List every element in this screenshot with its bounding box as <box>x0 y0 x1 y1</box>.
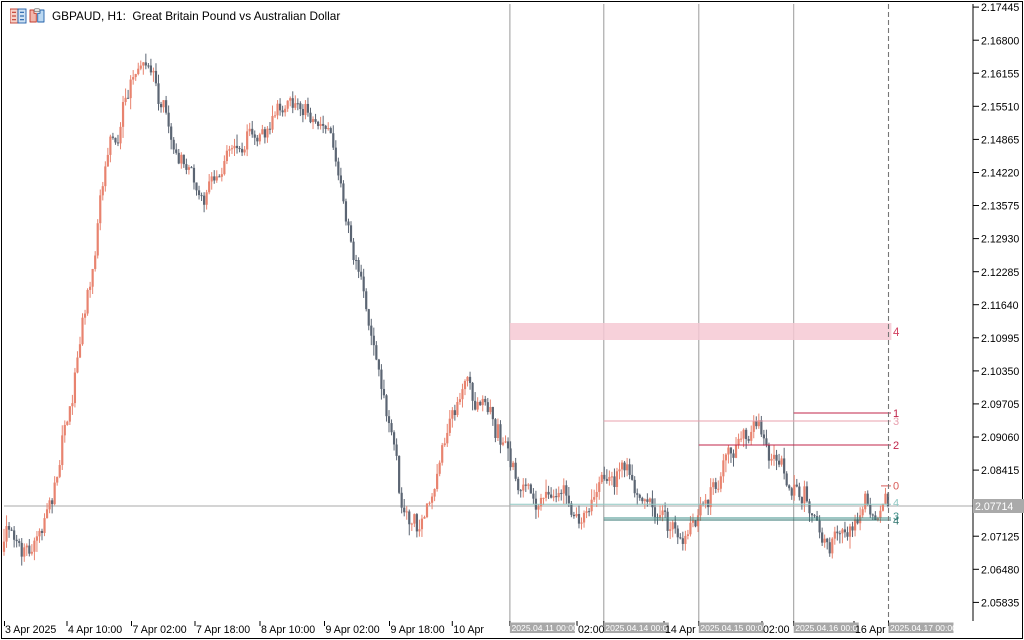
svg-text:2.17445: 2.17445 <box>981 2 1019 14</box>
svg-text:2.07714: 2.07714 <box>975 501 1013 513</box>
svg-text:0: 0 <box>893 481 899 493</box>
svg-text:14 Apr: 14 Apr <box>665 624 696 636</box>
svg-text:2.09705: 2.09705 <box>981 399 1019 411</box>
svg-text:10 Apr: 10 Apr <box>453 624 484 636</box>
svg-text:2.15510: 2.15510 <box>981 101 1019 113</box>
svg-text:4: 4 <box>893 516 899 528</box>
svg-text:2.10995: 2.10995 <box>981 333 1019 345</box>
svg-text:2.06480: 2.06480 <box>981 564 1019 576</box>
svg-text:2.08415: 2.08415 <box>981 465 1019 477</box>
svg-text:8 Apr 10:00: 8 Apr 10:00 <box>261 624 315 636</box>
svg-text:7 Apr 02:00: 7 Apr 02:00 <box>133 624 187 636</box>
svg-text:2.14220: 2.14220 <box>981 168 1019 180</box>
svg-text:2.11640: 2.11640 <box>981 300 1019 312</box>
svg-text:2.16155: 2.16155 <box>981 68 1019 80</box>
svg-text:2.16800: 2.16800 <box>981 35 1019 47</box>
svg-text:2.10350: 2.10350 <box>981 366 1019 378</box>
svg-text:2.07125: 2.07125 <box>981 531 1019 543</box>
svg-text:2.05835: 2.05835 <box>981 598 1019 610</box>
svg-text:9 Apr 02:00: 9 Apr 02:00 <box>326 624 380 636</box>
svg-text:02:00: 02:00 <box>763 624 790 636</box>
svg-text:02:00: 02:00 <box>578 624 605 636</box>
svg-text:4: 4 <box>893 327 900 339</box>
svg-text:4 Apr 10:00: 4 Apr 10:00 <box>68 624 122 636</box>
svg-text:4: 4 <box>893 498 899 510</box>
svg-text:2025.04.17 00:00: 2025.04.17 00:00 <box>890 623 957 633</box>
svg-text:2025.04.11 00:00: 2025.04.11 00:00 <box>512 623 578 633</box>
svg-text:9 Apr 18:00: 9 Apr 18:00 <box>391 624 445 636</box>
svg-text:2: 2 <box>893 440 899 452</box>
svg-text:2025.04.15 00:00: 2025.04.15 00:00 <box>700 623 767 633</box>
svg-text:2.14865: 2.14865 <box>981 135 1019 147</box>
svg-text:3: 3 <box>893 416 899 428</box>
svg-text:2025.04.16 00:00: 2025.04.16 00:00 <box>795 623 862 633</box>
svg-text:16 Apr: 16 Apr <box>855 624 886 636</box>
svg-text:2.12930: 2.12930 <box>981 234 1019 246</box>
svg-text:2.13575: 2.13575 <box>981 201 1019 213</box>
svg-text:2025.04.14 00:00: 2025.04.14 00:00 <box>605 623 672 633</box>
svg-text:2.09060: 2.09060 <box>981 432 1019 444</box>
svg-text:3 Apr 2025: 3 Apr 2025 <box>5 624 56 636</box>
svg-text:7 Apr 18:00: 7 Apr 18:00 <box>196 624 250 636</box>
svg-text:2.12285: 2.12285 <box>981 267 1019 279</box>
